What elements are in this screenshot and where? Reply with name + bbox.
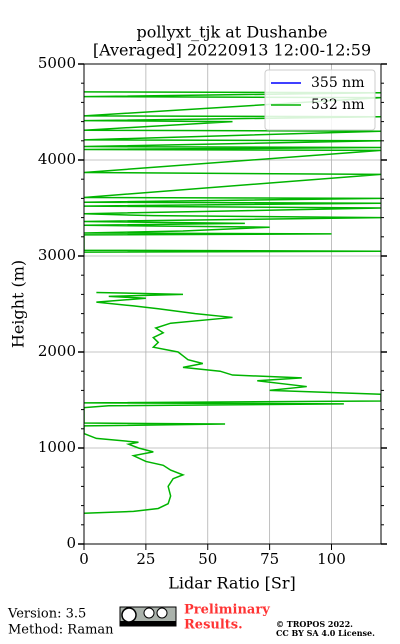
x-tick-label: 25 — [136, 550, 155, 568]
status: Preliminary — [184, 603, 270, 618]
y-tick-label: 3000 — [38, 246, 76, 264]
x-axis-label: Lidar Ratio [Sr] — [168, 574, 296, 593]
chart-subtitle: [Averaged] 20220913 12:00-12:59 — [93, 41, 371, 60]
cc-logo — [119, 606, 177, 627]
y-tick-label: 5000 — [38, 54, 76, 72]
plot-frame — [83, 63, 382, 545]
legend-label: 355 nm — [311, 75, 364, 91]
copyright: © TROPOS 2022. — [276, 619, 353, 629]
y-tick-label: 4000 — [38, 150, 76, 168]
x-tick-label: 100 — [317, 550, 346, 568]
y-axis-label: Height (m) — [9, 260, 28, 348]
license: CC BY SA 4.0 License. — [276, 628, 375, 638]
y-tick-label: 2000 — [38, 342, 76, 360]
chart-title: pollyxt_tjk at Dushanbe — [136, 23, 327, 42]
x-tick-label: 0 — [79, 550, 89, 568]
y-tick-label: 1000 — [38, 438, 76, 456]
status: Results. — [184, 618, 243, 633]
legend-box — [264, 69, 376, 131]
y-tick-label: 0 — [66, 534, 76, 552]
version: Version: 3.5 — [7, 607, 86, 622]
legend-label: 532 nm — [311, 97, 364, 113]
x-tick-label: 50 — [198, 550, 217, 568]
x-tick-label: 75 — [260, 550, 279, 568]
method: Method: Raman — [8, 623, 114, 638]
profile-line — [84, 91, 381, 515]
